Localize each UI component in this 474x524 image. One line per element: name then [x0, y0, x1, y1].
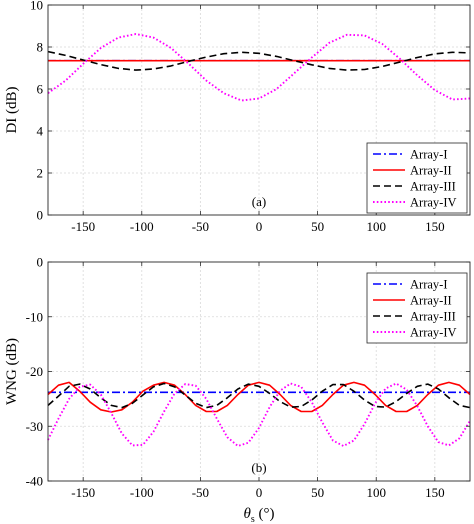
panel-a-legend-box	[366, 142, 468, 214]
panel-a-y-tick-label: 2	[37, 166, 44, 181]
panel-a-y-tick-label: 6	[37, 82, 44, 97]
panel-a-y-axis-label: DI (dB)	[4, 86, 20, 133]
panel-b-y-tick-label: 0	[37, 255, 44, 270]
panel-b-legend: Array-I Array-II Array-III Array-IV	[366, 272, 468, 344]
panel-a-series-array-iv	[47, 33, 471, 102]
panel-b-x-tick-label: 0	[256, 485, 263, 500]
panel-b-x-tick-label: 100	[366, 485, 386, 500]
panel-b-series-array-ii	[47, 381, 471, 413]
panel-b-series-array-iv	[47, 382, 471, 447]
panel-b-x-axis-label: θs (°)	[243, 506, 274, 524]
panel-a-legend-label: Array-II	[410, 164, 452, 178]
panel-b-x-tick-label: -100	[130, 485, 154, 500]
panel-b-x-tick-label: 150	[425, 485, 445, 500]
panel-a-x-tick-label: 150	[425, 219, 445, 234]
panel-a-legend-label: Array-III	[410, 180, 456, 194]
panel-b-legend-box	[366, 272, 468, 344]
panel-b-series-array-iii	[47, 382, 471, 409]
panel-b-panel-label: (b)	[251, 460, 266, 475]
panel-a-chart: -150 -100 -50 0 50 100 150 0 2 4 6 8 10 DI (dB) (a) Arr…	[4, 0, 471, 234]
panel-a-legend-label: Array-I	[410, 148, 447, 162]
panel-a-x-tick-label: -100	[130, 219, 154, 234]
panel-b-legend-label: Array-IV	[410, 326, 457, 340]
panel-b-x-tick-label: 50	[311, 485, 324, 500]
panel-b-legend-label: Array-II	[410, 294, 452, 308]
panel-a-x-tick-label: 0	[256, 219, 263, 234]
panel-a-x-tick-label: -50	[192, 219, 209, 234]
panel-a-y-tick-label: 8	[37, 40, 44, 55]
panel-a-x-tick-label: 100	[366, 219, 386, 234]
panel-b-x-tick-label: -150	[71, 485, 95, 500]
panel-a-x-tick-label: 50	[311, 219, 324, 234]
panel-b-y-tick-label: -40	[26, 474, 43, 489]
panel-b-legend-label: Array-I	[410, 278, 447, 292]
panel-b-x-tick-label: -50	[192, 485, 209, 500]
panel-b-legend-label: Array-III	[410, 310, 456, 324]
panel-a-legend: Array-I Array-II Array-III Array-IV	[366, 142, 468, 214]
panel-a-y-tick-label: 0	[37, 208, 44, 223]
panel-a-y-tick-label: 4	[37, 124, 44, 139]
panel-a-x-tick-label: -150	[71, 219, 95, 234]
panel-a-series-array-iii	[47, 50, 471, 71]
panel-a-y-tick-label: 10	[30, 0, 43, 13]
panel-b-y-tick-label: -30	[26, 419, 43, 434]
panel-a-legend-label: Array-IV	[410, 196, 457, 210]
panel-b-y-axis-label: WNG (dB)	[4, 338, 20, 405]
panel-a-panel-label: (a)	[252, 194, 266, 209]
panel-b-y-tick-label: -10	[26, 309, 43, 324]
panel-b-y-tick-label: -20	[26, 364, 43, 379]
